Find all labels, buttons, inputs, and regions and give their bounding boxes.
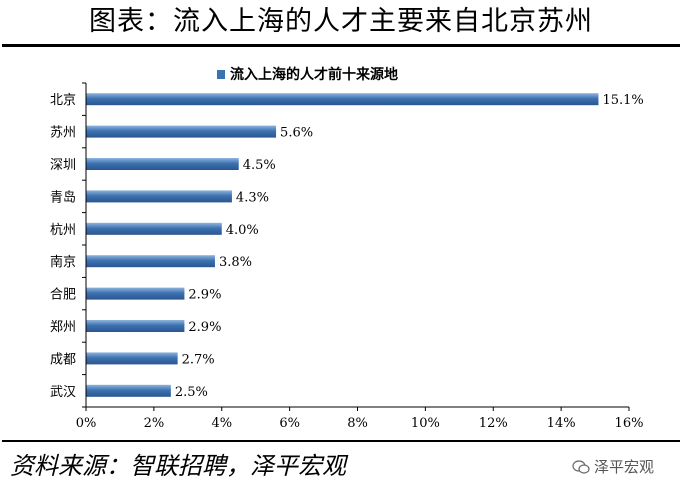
x-tick-label: 4%	[211, 416, 232, 431]
bar	[86, 384, 171, 397]
x-tick-label: 12%	[479, 416, 508, 431]
category-label: 深圳	[50, 158, 76, 173]
page-title: 图表：流入上海的人才主要来自北京苏州	[89, 6, 593, 37]
data-label: 15.1%	[602, 93, 643, 108]
bar	[86, 255, 215, 268]
data-label: 5.6%	[280, 126, 313, 141]
category-label: 苏州	[50, 125, 76, 141]
watermark: 泽平宏观	[572, 458, 654, 476]
x-tick-label: 16%	[615, 416, 644, 431]
legend-swatch	[217, 70, 225, 79]
data-label: 2.5%	[175, 385, 208, 400]
bar-chart: 流入上海的人才前十来源地 15.1% 5.6% 4.5% 4.3% 4.0% 3.8% 2.…	[50, 66, 644, 431]
x-tick-label: 2%	[144, 416, 165, 431]
category-label: 杭州	[50, 223, 76, 238]
chart-legend: 流入上海的人才前十来源地	[217, 66, 398, 83]
x-tick-label: 0%	[76, 416, 97, 431]
bar	[86, 320, 185, 332]
data-label: 2.9%	[188, 288, 221, 303]
category-label: 北京	[50, 93, 76, 108]
category-label: 成都	[50, 352, 76, 367]
bar	[86, 125, 277, 138]
data-label: 2.9%	[188, 320, 221, 335]
data-label: 4.0%	[226, 223, 259, 238]
title-divider	[2, 44, 680, 47]
bar	[86, 158, 239, 170]
x-tick-label: 10%	[411, 416, 440, 431]
category-label: 武汉	[50, 385, 76, 400]
category-label: 南京	[50, 254, 76, 270]
wechat-icon	[572, 460, 590, 474]
data-label: 3.8%	[219, 255, 252, 270]
bar	[86, 190, 232, 203]
bar	[86, 222, 222, 235]
footer-divider	[2, 440, 680, 442]
source-note: 资料来源：智联招聘，泽平宏观	[10, 452, 346, 480]
bar	[86, 352, 178, 365]
category-label: 青岛	[50, 189, 76, 205]
x-tick-label: 14%	[547, 416, 576, 431]
category-label: 合肥	[50, 288, 76, 303]
x-tick-label: 8%	[347, 416, 368, 431]
category-label: 郑州	[50, 320, 76, 335]
data-label: 4.3%	[236, 190, 269, 205]
bar	[86, 287, 185, 300]
data-label: 4.5%	[243, 158, 276, 173]
x-tick-label: 6%	[279, 416, 300, 431]
bar	[86, 93, 599, 106]
legend-label: 流入上海的人才前十来源地	[230, 66, 398, 83]
watermark-text: 泽平宏观	[594, 458, 655, 476]
data-label: 2.7%	[182, 352, 215, 367]
